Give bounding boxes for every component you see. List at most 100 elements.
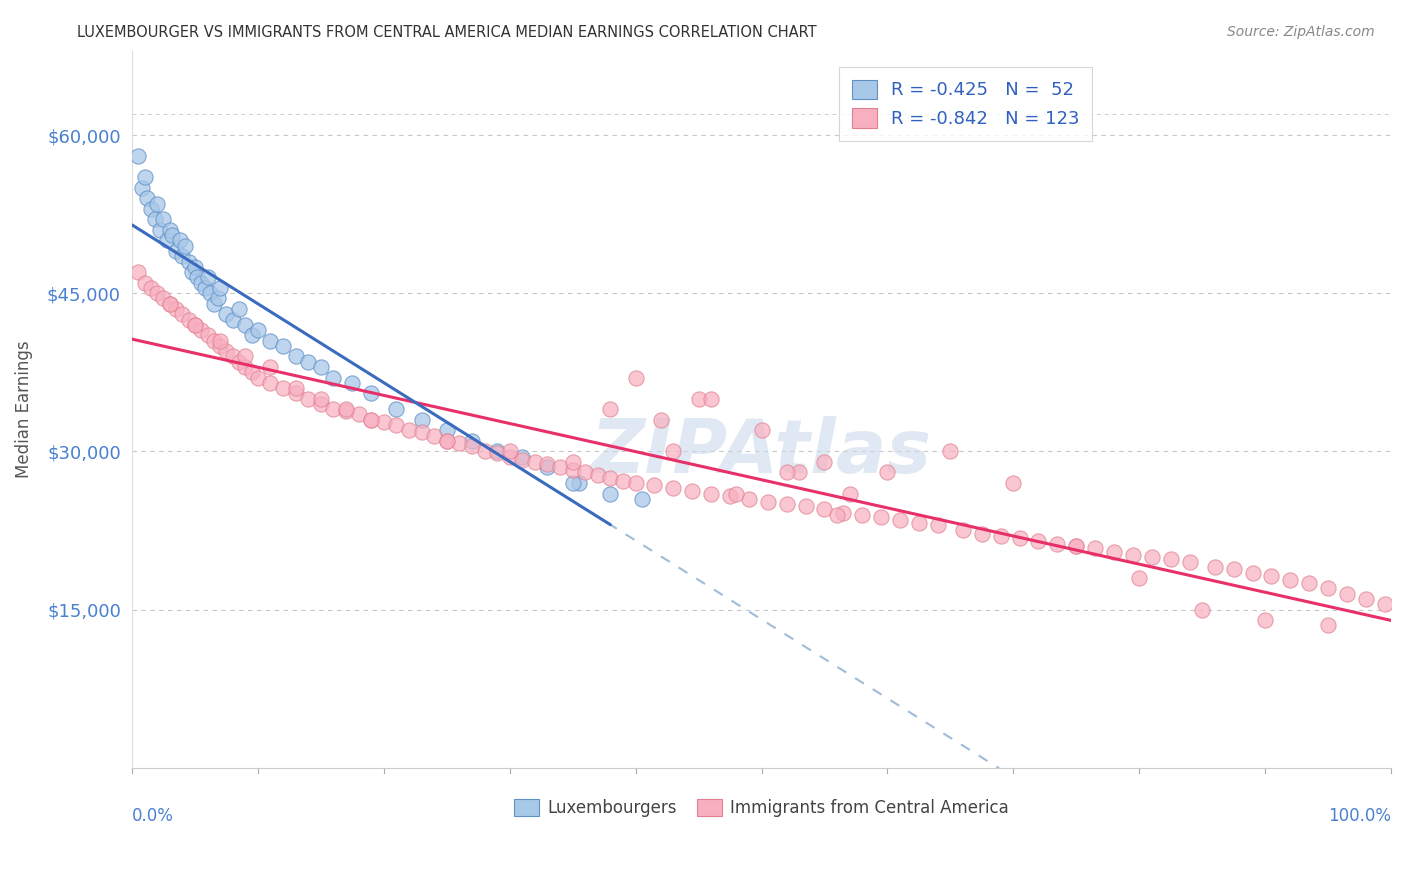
Point bbox=[146, 196, 169, 211]
Point bbox=[385, 402, 408, 417]
Point bbox=[202, 297, 225, 311]
Point bbox=[209, 281, 232, 295]
Point bbox=[146, 286, 169, 301]
Point bbox=[136, 191, 159, 205]
Point bbox=[159, 297, 181, 311]
Point bbox=[908, 516, 931, 530]
Point bbox=[156, 234, 179, 248]
Point bbox=[486, 444, 509, 458]
Point bbox=[222, 350, 245, 364]
Point bbox=[700, 392, 723, 406]
Point bbox=[347, 408, 370, 422]
Point bbox=[360, 386, 382, 401]
Point bbox=[297, 355, 319, 369]
Point bbox=[1354, 592, 1376, 607]
Point bbox=[228, 301, 250, 316]
Point bbox=[271, 381, 294, 395]
Point bbox=[207, 292, 229, 306]
Point bbox=[134, 276, 156, 290]
Point bbox=[172, 249, 194, 263]
Point bbox=[172, 307, 194, 321]
Point bbox=[335, 404, 357, 418]
Point bbox=[259, 359, 281, 374]
Text: 100.0%: 100.0% bbox=[1329, 807, 1391, 825]
Point bbox=[177, 254, 200, 268]
Point bbox=[1084, 541, 1107, 556]
Point bbox=[322, 402, 344, 417]
Point bbox=[813, 455, 835, 469]
Point bbox=[423, 428, 446, 442]
Point bbox=[240, 328, 263, 343]
Text: LUXEMBOURGER VS IMMIGRANTS FROM CENTRAL AMERICA MEDIAN EARNINGS CORRELATION CHAR: LUXEMBOURGER VS IMMIGRANTS FROM CENTRAL … bbox=[77, 25, 817, 40]
Point bbox=[952, 524, 974, 538]
Point bbox=[411, 425, 433, 440]
Point bbox=[927, 518, 949, 533]
Point bbox=[181, 265, 204, 279]
Point bbox=[574, 466, 596, 480]
Point bbox=[1064, 539, 1087, 553]
Point bbox=[373, 415, 395, 429]
Point bbox=[259, 376, 281, 390]
Point bbox=[1336, 587, 1358, 601]
Point bbox=[510, 450, 533, 464]
Point bbox=[159, 297, 181, 311]
Point bbox=[436, 434, 458, 448]
Point bbox=[215, 344, 238, 359]
Point bbox=[794, 499, 817, 513]
Point bbox=[499, 450, 522, 464]
Point bbox=[1298, 576, 1320, 591]
Point bbox=[233, 318, 256, 332]
Point bbox=[197, 328, 219, 343]
Point bbox=[1122, 548, 1144, 562]
Point bbox=[297, 392, 319, 406]
Point bbox=[184, 318, 207, 332]
Point bbox=[152, 292, 174, 306]
Point bbox=[184, 260, 207, 274]
Point bbox=[568, 475, 591, 490]
Point bbox=[284, 350, 307, 364]
Point bbox=[1178, 555, 1201, 569]
Point bbox=[184, 318, 207, 332]
Point bbox=[1102, 544, 1125, 558]
Point bbox=[599, 486, 621, 500]
Point bbox=[631, 491, 654, 506]
Point bbox=[599, 402, 621, 417]
Point bbox=[1160, 552, 1182, 566]
Point bbox=[612, 474, 634, 488]
Point bbox=[335, 402, 357, 417]
Point bbox=[939, 444, 962, 458]
Point bbox=[499, 444, 522, 458]
Point bbox=[259, 334, 281, 348]
Point bbox=[222, 312, 245, 326]
Point bbox=[197, 270, 219, 285]
Point bbox=[787, 466, 810, 480]
Point bbox=[209, 339, 232, 353]
Point bbox=[851, 508, 873, 522]
Point bbox=[688, 392, 710, 406]
Point bbox=[876, 466, 898, 480]
Point bbox=[725, 486, 748, 500]
Point bbox=[510, 452, 533, 467]
Point bbox=[139, 202, 162, 216]
Point bbox=[271, 339, 294, 353]
Point bbox=[215, 307, 238, 321]
Point bbox=[169, 234, 191, 248]
Point bbox=[360, 413, 382, 427]
Point bbox=[643, 478, 665, 492]
Point bbox=[1008, 531, 1031, 545]
Point bbox=[342, 376, 364, 390]
Point bbox=[233, 350, 256, 364]
Point bbox=[240, 365, 263, 379]
Text: Source: ZipAtlas.com: Source: ZipAtlas.com bbox=[1227, 25, 1375, 39]
Text: 0.0%: 0.0% bbox=[132, 807, 174, 825]
Point bbox=[1064, 539, 1087, 553]
Point bbox=[548, 460, 571, 475]
Point bbox=[127, 265, 149, 279]
Point bbox=[1002, 475, 1025, 490]
Point bbox=[970, 526, 993, 541]
Point bbox=[1028, 533, 1050, 548]
Point bbox=[1254, 613, 1277, 627]
Point bbox=[1191, 602, 1213, 616]
Point bbox=[173, 239, 195, 253]
Point bbox=[398, 423, 420, 437]
